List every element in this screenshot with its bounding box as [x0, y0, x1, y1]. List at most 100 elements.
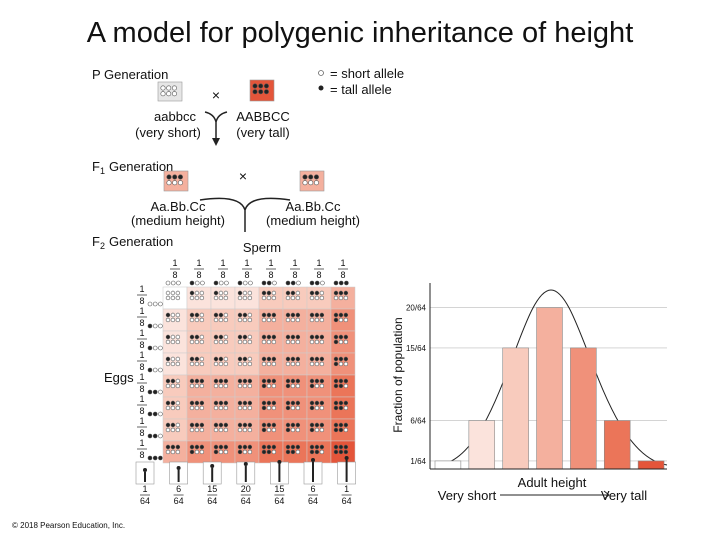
allele [338, 449, 344, 455]
allele [213, 444, 219, 450]
allele [194, 378, 200, 384]
allele [309, 383, 315, 389]
allele [319, 312, 325, 318]
allele [261, 405, 267, 411]
allele [258, 89, 264, 95]
allele [223, 339, 229, 345]
allele [223, 405, 229, 411]
denominator: 8 [316, 270, 321, 280]
allele [338, 339, 344, 345]
allele [175, 444, 181, 450]
allele [338, 405, 344, 411]
allele [295, 334, 301, 340]
allele [165, 290, 171, 296]
allele [271, 317, 277, 323]
bar [637, 460, 665, 470]
allele [309, 356, 315, 362]
allele [338, 290, 344, 296]
allele [189, 444, 195, 450]
allele [166, 180, 172, 186]
allele [319, 427, 325, 433]
allele [343, 312, 349, 318]
allele [271, 334, 277, 340]
allele [237, 383, 243, 389]
allele [165, 378, 171, 384]
title: A model for polygenic inheritance of hei… [87, 17, 634, 49]
allele [333, 400, 339, 406]
bell-curve [439, 289, 668, 466]
allele [271, 405, 277, 411]
allele [309, 280, 315, 286]
allele [343, 378, 349, 384]
allele [338, 334, 344, 340]
allele [175, 449, 181, 455]
allele [213, 405, 219, 411]
allele [309, 400, 315, 406]
allele [309, 378, 315, 384]
allele [247, 378, 253, 384]
allele [302, 180, 308, 186]
allele [194, 361, 200, 367]
allele [343, 334, 349, 340]
allele [189, 405, 195, 411]
allele [290, 444, 296, 450]
allele [313, 174, 319, 180]
allele [189, 312, 195, 318]
allele [333, 356, 339, 362]
allele [314, 405, 320, 411]
allele [242, 378, 248, 384]
allele [147, 433, 153, 439]
allele [319, 405, 325, 411]
allele [247, 383, 253, 389]
allele [147, 455, 153, 461]
allele [290, 280, 296, 286]
allele [224, 280, 229, 286]
allele [147, 301, 153, 307]
allele [285, 444, 291, 450]
allele [242, 422, 248, 428]
allele [165, 280, 171, 286]
allele [213, 378, 219, 384]
allele [171, 91, 177, 97]
allele [218, 290, 224, 296]
allele [223, 378, 229, 384]
allele [199, 290, 205, 296]
denominator: 64 [241, 496, 251, 506]
allele [314, 295, 320, 301]
allele [152, 411, 158, 417]
allele [213, 422, 219, 428]
allele [165, 339, 171, 345]
allele [247, 422, 253, 428]
allele [158, 389, 163, 395]
genotype: AABBCC [236, 109, 289, 124]
allele [309, 405, 315, 411]
allele [199, 383, 205, 389]
allele [338, 317, 344, 323]
allele [295, 290, 301, 296]
allele [199, 317, 205, 323]
allele [147, 367, 153, 373]
allele [218, 317, 224, 323]
phenotype: (very tall) [236, 125, 289, 140]
allele [271, 400, 277, 406]
allele [147, 411, 153, 417]
allele [266, 427, 272, 433]
allele [271, 378, 277, 384]
allele [319, 378, 325, 384]
allele [338, 383, 344, 389]
allele [242, 317, 248, 323]
allele [189, 378, 195, 384]
allele [247, 400, 253, 406]
allele [319, 290, 325, 296]
phenotype: (medium height) [266, 213, 360, 228]
allele [285, 378, 291, 384]
allele [189, 290, 195, 296]
allele [261, 444, 267, 450]
allele [290, 427, 296, 433]
allele [175, 361, 181, 367]
allele [261, 449, 267, 455]
allele [237, 312, 243, 318]
allele [314, 400, 320, 406]
allele [242, 339, 248, 345]
